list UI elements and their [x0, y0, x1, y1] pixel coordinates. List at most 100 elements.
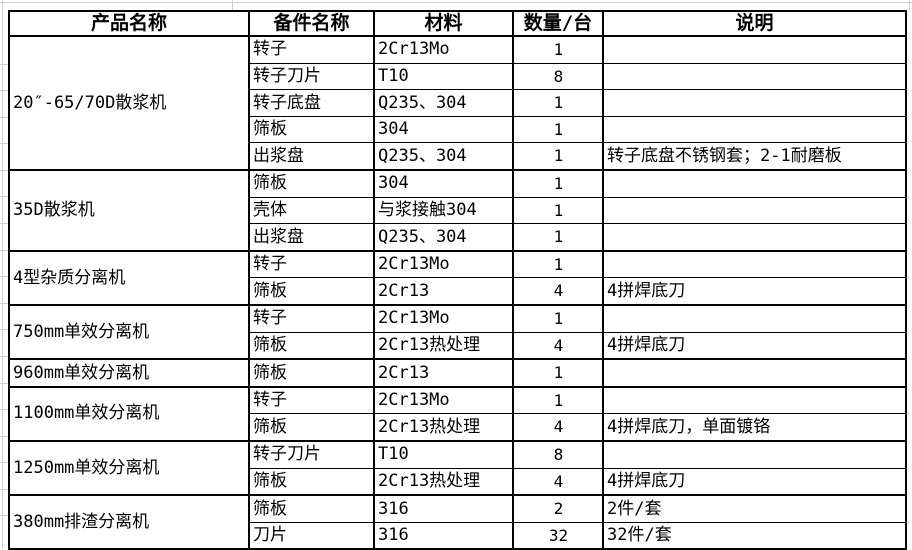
margin-gridline [0, 250, 8, 251]
cell-material: 316 [373, 494, 514, 523]
margin-gridline [0, 462, 8, 463]
margin-gridline [0, 64, 8, 65]
cell-material: T10 [373, 439, 514, 469]
cell-note [602, 115, 907, 144]
table-row: 转子刀片 T10 8 [9, 62, 907, 91]
margin-gridline [0, 303, 8, 304]
cell-quantity: 1 [512, 168, 604, 198]
cell-material: T10 [373, 62, 514, 91]
cell-part-name: 转子刀片 [248, 62, 375, 91]
margin-gridline [0, 356, 8, 357]
cell-part-name: 筛板 [248, 277, 375, 306]
margin-gridline [0, 90, 8, 91]
cell-quantity: 4 [512, 413, 604, 442]
table-row: 刀片 316 32 32件/套 [9, 521, 907, 550]
cell-material: 2Cr13热处理 [373, 331, 514, 360]
table-row: 20″-65/70D散浆机 转子 2Cr13Mo 1 [8, 34, 907, 171]
cell-part-name: 出浆盘 [248, 142, 375, 171]
cell-note: 4拼焊底刀 [602, 331, 907, 360]
cell-note: 2件/套 [602, 494, 907, 523]
cell-part-name: 筛板 [248, 467, 375, 496]
cell-product-name: 1250mm单效分离机 [8, 439, 250, 496]
margin-gridline [0, 196, 8, 197]
column-header-material: 材料 [373, 10, 514, 37]
cell-note [602, 168, 907, 198]
cell-part-name: 筛板 [248, 358, 375, 388]
table-row: 筛板 304 1 [9, 115, 907, 144]
cell-note [602, 358, 907, 388]
cell-quantity: 8 [512, 439, 604, 469]
cell-quantity: 1 [512, 385, 604, 415]
cell-part-name: 转子 [248, 249, 375, 279]
margin-gridline [0, 515, 8, 516]
margin-gridline [0, 489, 8, 490]
table-body: 20″-65/70D散浆机 转子 2Cr13Mo 1 转子刀片 T10 8 转子底盘 Q235、… [8, 34, 907, 550]
margin-gridline [0, 329, 8, 330]
cell-note [602, 249, 907, 279]
cell-quantity: 1 [512, 115, 604, 144]
cell-product-name: 960mm单效分离机 [8, 358, 250, 388]
cell-material: 2Cr13Mo [373, 249, 514, 279]
cell-part-name: 刀片 [248, 521, 375, 550]
cell-material: 2Cr13Mo [373, 303, 514, 333]
cell-note [602, 89, 907, 117]
cell-part-name: 筛板 [248, 494, 375, 523]
cell-note [602, 34, 907, 64]
margin-gridline [0, 170, 8, 171]
table-row: 4型杂质分离机 转子 2Cr13Mo 1 [8, 249, 907, 306]
spare-parts-table: 产品名称 备件名称 材料 数量/台 说明 20″-65/70D散浆机 转子 2Cr1… [8, 10, 907, 550]
cell-part-name: 筛板 [248, 413, 375, 442]
table-row: 筛板 2Cr13 4 4拼焊底刀 [9, 277, 907, 306]
cell-part-name: 筛板 [248, 331, 375, 360]
cell-product-name: 750mm单效分离机 [8, 303, 250, 360]
cell-product-name: 20″-65/70D散浆机 [8, 35, 250, 171]
cell-material: 2Cr13 [373, 277, 514, 306]
cell-note [602, 303, 907, 333]
margin-gridline [0, 143, 8, 144]
cell-material: 2Cr13Mo [373, 385, 514, 415]
cell-part-name: 转子 [248, 303, 375, 333]
margin-gridline [2, 0, 3, 549]
table-row: 筛板 2Cr13热处理 4 4拼焊底刀 [9, 331, 907, 360]
column-header-product: 产品名称 [8, 10, 250, 37]
margin-gridline [909, 0, 910, 10]
cell-note [602, 385, 907, 415]
cell-material: Q235、304 [373, 223, 514, 252]
table-row: 35D散浆机 筛板 304 1 [8, 168, 907, 252]
margin-gridline [0, 2, 912, 3]
cell-note [602, 223, 907, 252]
table-row: 1100mm单效分离机 转子 2Cr13Mo 1 [8, 385, 907, 442]
margin-gridline [0, 436, 8, 437]
cell-quantity: 1 [512, 249, 604, 279]
cell-part-name: 壳体 [248, 196, 375, 225]
cell-material: 2Cr13热处理 [373, 467, 514, 496]
margin-gridline [0, 117, 8, 118]
cell-quantity: 1 [512, 223, 604, 252]
cell-quantity: 4 [512, 277, 604, 306]
cell-note: 转子底盘不锈钢套；2-1耐磨板 [602, 142, 907, 171]
cell-quantity: 1 [512, 196, 604, 225]
cell-material: 与浆接触304 [373, 196, 514, 225]
table-row: 筛板 2Cr13热处理 4 4拼焊底刀，单面镀铬 [9, 413, 907, 442]
cell-part-name: 出浆盘 [248, 223, 375, 252]
table-row: 750mm单效分离机 转子 2Cr13Mo 1 [8, 303, 907, 360]
cell-note: 4拼焊底刀 [602, 277, 907, 306]
table-header: 产品名称 备件名称 材料 数量/台 说明 [8, 10, 907, 37]
table-row: 出浆盘 Q235、304 1 转子底盘不锈钢套；2-1耐磨板 [9, 142, 907, 171]
column-header-note: 说明 [602, 10, 907, 37]
cell-note [602, 196, 907, 225]
cell-material: Q235、304 [373, 142, 514, 171]
cell-product-name: 35D散浆机 [8, 168, 250, 252]
margin-gridline [0, 383, 8, 384]
cell-note: 32件/套 [602, 521, 907, 550]
cell-material: 304 [373, 115, 514, 144]
cell-material: 2Cr13热处理 [373, 413, 514, 442]
cell-material: 304 [373, 168, 514, 198]
cell-product-name: 380mm排渣分离机 [8, 494, 250, 550]
cell-part-name: 筛板 [248, 115, 375, 144]
cell-note [602, 62, 907, 91]
margin-gridline [0, 223, 8, 224]
cell-part-name: 转子 [248, 34, 375, 64]
cell-part-name: 转子底盘 [248, 89, 375, 117]
column-header-part: 备件名称 [248, 10, 375, 37]
